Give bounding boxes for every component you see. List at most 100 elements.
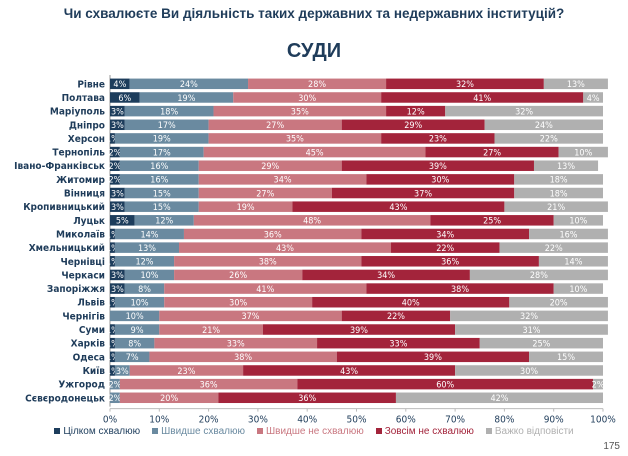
data-label: 3% [111,121,124,131]
bar-segment [361,256,539,267]
legend: Цілком схвалюю Швидше схвалюю Швидше не сх… [0,426,628,437]
bar-segment [366,283,554,294]
legend-item: Важко відповісти [485,426,574,437]
data-label: 45% [306,148,324,158]
data-label: 14% [140,230,158,240]
data-label: 34% [377,271,395,281]
data-label: 9% [131,326,144,336]
bar-segment [533,160,599,171]
data-label: 41% [473,94,491,104]
data-label: 3% [116,367,129,377]
data-label: 2% [592,380,605,390]
data-label: 10% [569,285,587,295]
data-label: 27% [266,121,284,131]
data-label: 3% [111,107,124,117]
data-label: 21% [547,203,565,213]
legend-swatch [54,428,61,434]
legend-label: Важко відповісти [494,426,574,437]
data-label: 29% [404,121,422,131]
x-tick-label: 50% [347,415,367,426]
data-label: 19% [237,203,255,213]
bar-segment [114,337,155,349]
data-label: 19% [177,94,195,104]
bar-segment [114,256,175,267]
data-label: 23% [177,367,195,377]
bar-segment [124,201,199,212]
category-label: Хмельницький [29,243,105,254]
data-label: 5% [116,217,129,227]
legend-item: Швидше не схвалюю [256,426,364,437]
bar-segment [110,378,120,390]
bar-segment [553,215,603,226]
bar-segment [119,174,199,185]
bar-segment [558,146,608,158]
bar-segment [514,187,603,199]
category-label: Полтава [62,93,105,104]
data-label: 30% [229,299,247,309]
category-label: Херсон [68,134,105,145]
bar-segment [179,242,392,253]
data-label: 10% [126,312,144,322]
data-label: 38% [259,258,277,268]
data-label: 18% [160,107,178,117]
category-label: Дніпро [69,120,105,131]
category-label: Маріуполь [50,107,105,118]
bar-segment [455,324,608,335]
data-label: 17% [153,148,171,158]
bar-segment [248,78,387,90]
bar-segment [124,283,165,294]
data-label: 32% [515,107,533,117]
category-label: Харків [71,339,106,350]
bar-segment [110,228,115,240]
data-label: 32% [456,80,474,90]
bar-segment [425,146,559,158]
legend-label: Швидше схвалюю [161,426,245,437]
data-label: 25% [532,339,550,349]
data-label: 32% [520,312,538,322]
bar-segment [159,310,342,322]
data-label: 38% [234,353,252,363]
x-tick-label: 60% [396,415,416,426]
bar-segment [361,228,530,240]
bar-segment [233,92,382,103]
data-label: 1% [106,326,119,336]
data-label: 3% [111,285,124,295]
bar-segment [529,351,603,363]
x-tick-label: 20% [199,415,219,426]
data-label: 16% [150,162,168,172]
data-label: 39% [424,353,442,363]
bar-segment [110,160,120,171]
data-label: 15% [557,353,575,363]
legend-item: Цілком схвалюю [54,426,140,437]
category-label: Луцьк [73,216,105,227]
data-label: 24% [535,121,553,131]
bar-segment [119,146,204,158]
bar-segment [341,160,534,171]
bar-segment [110,365,115,376]
data-label: 4% [113,80,126,90]
data-label: 36% [298,394,316,404]
category-label: Рівне [77,79,105,90]
bar-segment [124,187,199,199]
bar-segment [110,146,120,158]
bar-segment [110,296,115,308]
bar-segment [129,78,249,90]
bar-segment [213,105,387,117]
bar-segment [110,215,135,226]
data-label: 13% [138,244,156,254]
data-label: 1% [106,339,119,349]
data-label: 1% [106,353,119,363]
bar-segment [203,146,426,158]
data-label: 18% [550,176,568,186]
category-label: Вінниця [64,189,105,200]
data-label: 33% [389,339,407,349]
bar-segment [110,351,115,363]
data-label: 20% [160,394,178,404]
bar-segment [149,351,337,363]
bar-segment [193,215,431,226]
category-label: Миколаїв [56,228,105,240]
bar-segment [198,187,332,199]
category-label: Одеса [73,352,105,363]
category-label: Львів [77,298,105,309]
data-label: 1% [106,299,119,309]
